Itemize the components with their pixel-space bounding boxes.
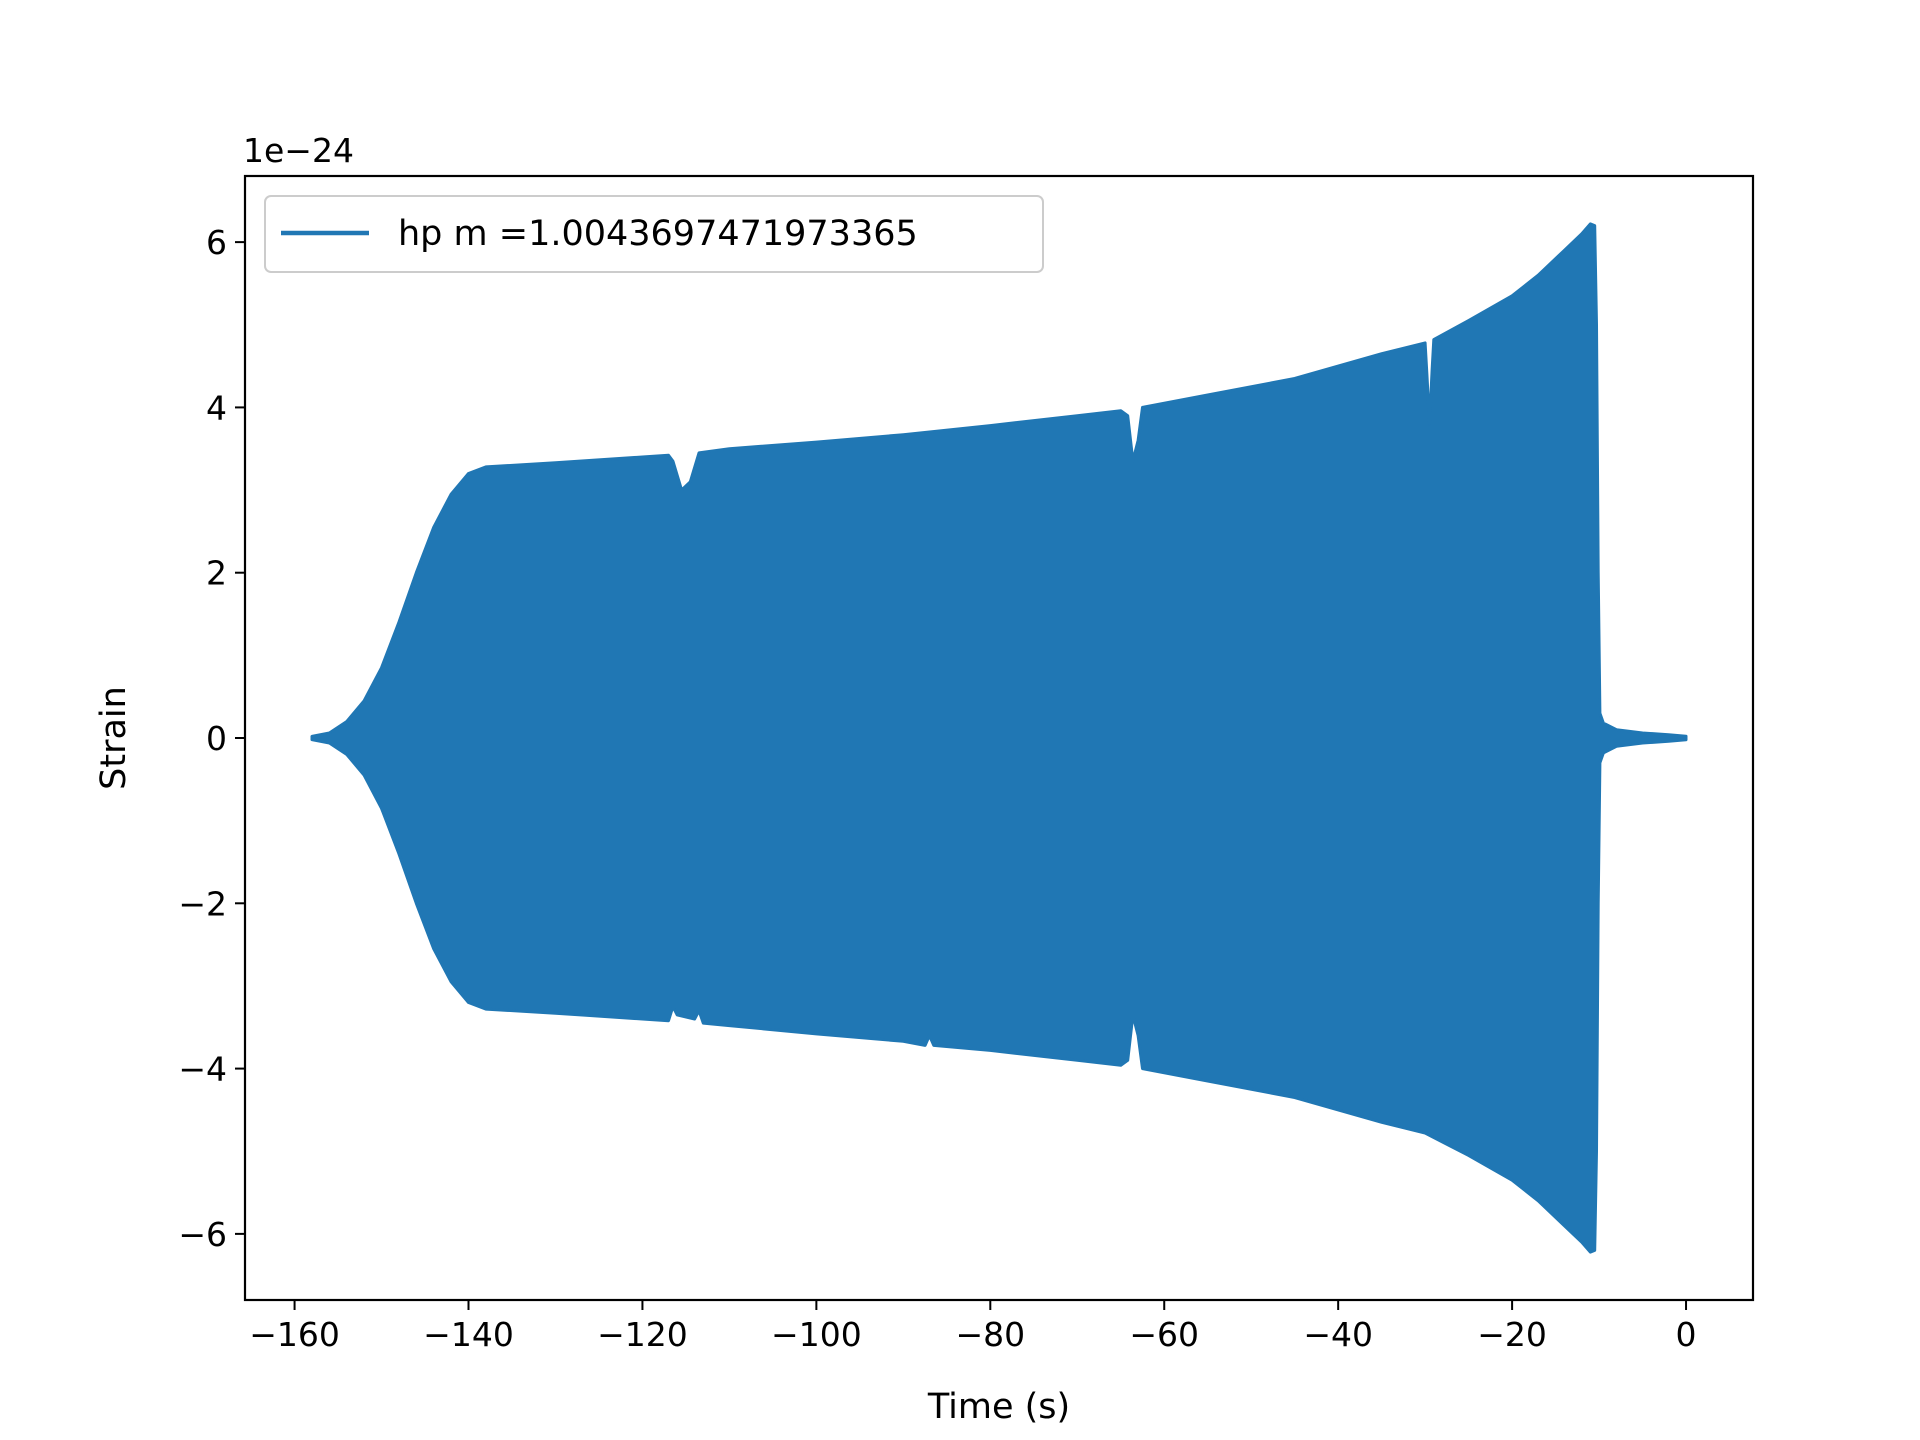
plot-area [310,222,1688,1254]
x-tick-label: −120 [597,1315,688,1354]
x-tick-label: −40 [1303,1315,1373,1354]
x-tick-label: −60 [1129,1315,1199,1354]
y-tick-label: 0 [206,719,227,758]
x-tick-label: −20 [1477,1315,1547,1354]
y-axis-label: Strain [94,686,134,790]
series-0-waveform [310,222,1688,1254]
x-axis: −160 −140 −120 −100 −80 −60 −40 −20 0 [249,1300,1697,1354]
x-tick-label: −140 [423,1315,514,1354]
x-axis-label: Time (s) [927,1387,1070,1427]
y-tick-label: −6 [178,1215,227,1254]
x-tick-label: −100 [771,1315,862,1354]
x-tick-label: −160 [249,1315,340,1354]
legend: hp m =1.0043697471973365 [264,195,1044,273]
legend-label: hp m =1.0043697471973365 [398,214,918,254]
y-tick-label: 6 [206,223,227,262]
y-axis: 6 4 2 0 −2 −4 −6 [178,223,245,1254]
y-tick-label: 4 [206,388,227,427]
y-tick-label: −2 [178,884,227,923]
y-offset-text: 1e−24 [243,131,354,170]
y-tick-label: −4 [178,1050,227,1089]
x-tick-label: −80 [955,1315,1025,1354]
y-tick-label: 2 [206,554,227,593]
legend-box [264,195,1044,273]
x-tick-label: 0 [1676,1315,1697,1354]
